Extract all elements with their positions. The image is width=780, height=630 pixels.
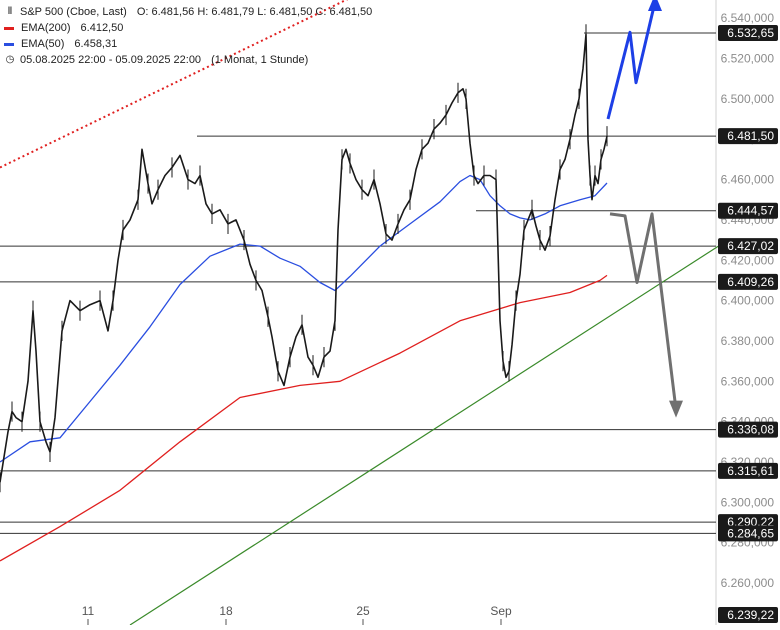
ema200-value: 6.412,50	[80, 22, 124, 34]
price-level-label: 6.444,57	[727, 204, 774, 218]
ema50-swatch	[4, 42, 14, 46]
price-level-tag	[718, 24, 778, 41]
ema50-line	[0, 174, 608, 463]
price-level-tag	[718, 202, 778, 219]
support-trendline	[129, 244, 721, 626]
ema50-value: 6.458,31	[74, 38, 118, 50]
y-tick-label: 6.540,000	[721, 11, 775, 25]
y-tick-label: 6.420,000	[721, 253, 775, 267]
legend-ema200-row: EMA(200) 6.412,50	[4, 20, 372, 36]
ema200-label: EMA(200)	[21, 22, 71, 34]
chart-legend: Ⅱ S&P 500 (Cboe, Last) O: 6.481,56 H: 6.…	[4, 4, 372, 68]
legend-range-row: ◷ 05.08.2025 22:00 - 05.09.2025 22:00 (1…	[4, 52, 372, 68]
price-level-tag	[718, 273, 778, 290]
price-level-label: 6.239,22	[727, 608, 774, 622]
y-tick-label: 6.260,000	[721, 576, 775, 590]
price-level-label: 6.315,61	[727, 464, 774, 478]
price-level-tag	[718, 128, 778, 145]
y-tick-label: 6.380,000	[721, 334, 775, 348]
y-tick-label: 6.500,000	[721, 92, 775, 106]
price-level-label: 6.336,08	[727, 423, 774, 437]
legend-ema50-row: EMA(50) 6.458,31	[4, 36, 372, 52]
date-range: 05.08.2025 22:00 - 05.09.2025 22:00	[20, 54, 202, 66]
legend-symbol-row: Ⅱ S&P 500 (Cboe, Last) O: 6.481,56 H: 6.…	[4, 4, 373, 20]
price-level-tag	[718, 607, 778, 623]
ema200-line	[0, 274, 608, 562]
y-tick-label: 6.460,000	[721, 173, 775, 187]
x-tick-label: 18	[219, 604, 233, 618]
clock-icon: ◷	[5, 54, 15, 65]
y-tick-label: 6.400,000	[721, 294, 775, 308]
candlestick-icon: Ⅱ	[7, 6, 13, 17]
ohlc-values: O: 6.481,56 H: 6.481,79 L: 6.481,50 C: 6…	[136, 6, 373, 18]
ema200-swatch	[4, 26, 14, 30]
price-level-tag	[718, 421, 778, 438]
bullish-arrowhead	[648, 0, 662, 12]
bearish-arrowhead	[669, 400, 683, 418]
x-tick-label: 25	[356, 604, 370, 618]
price-level-label: 6.409,26	[727, 275, 774, 289]
x-tick-label: 11	[82, 604, 95, 618]
price-line	[0, 33, 608, 483]
price-level-tag	[718, 462, 778, 479]
price-level-label: 6.532,65	[727, 26, 774, 40]
ema50-label: EMA(50)	[21, 38, 65, 50]
y-tick-label: 6.300,000	[721, 495, 775, 509]
price-level-tag	[718, 525, 778, 542]
period-info: (1 Monat, 1 Stunde)	[211, 54, 309, 66]
price-level-tag	[718, 238, 778, 255]
price-level-label: 6.284,65	[727, 526, 774, 540]
y-tick-label: 6.360,000	[721, 374, 775, 388]
bearish-scenario-arrow	[609, 212, 678, 410]
price-level-label: 6.427,02	[727, 239, 774, 253]
bullish-scenario-arrow	[606, 1, 657, 120]
x-tick-label: Sep	[490, 604, 512, 618]
y-tick-label: 6.520,000	[721, 52, 775, 66]
price-level-label: 6.481,50	[727, 129, 774, 143]
symbol-name: S&P 500 (Cboe, Last)	[20, 6, 127, 18]
